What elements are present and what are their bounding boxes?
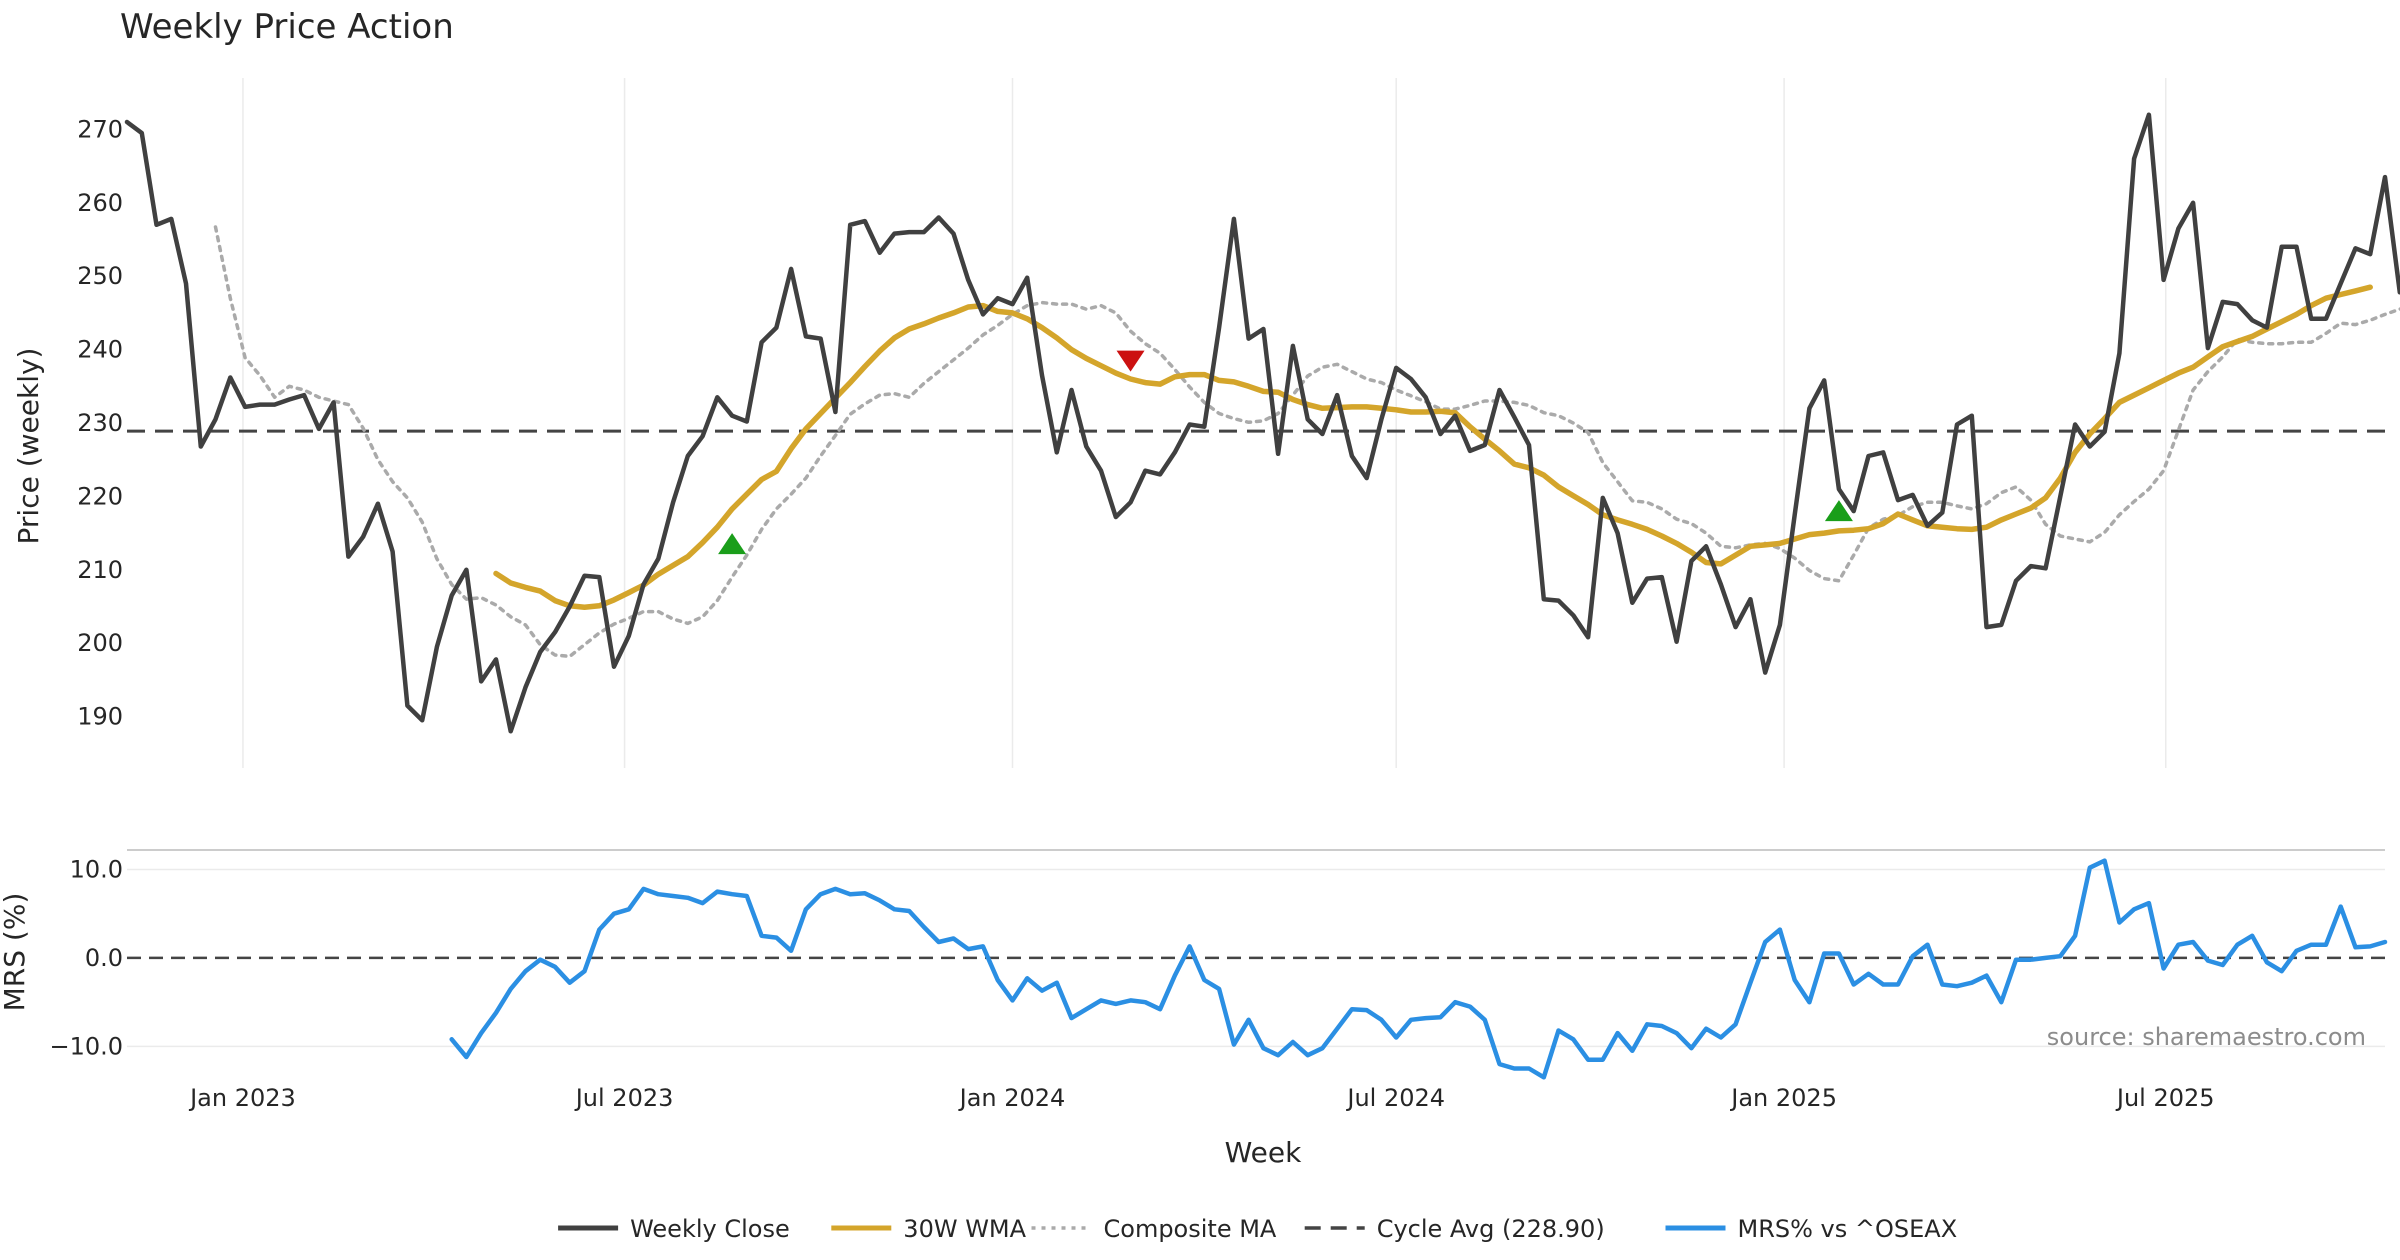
mrs-ytick-label-0: −10.0: [49, 1032, 123, 1060]
legend-label-0: Weekly Close: [630, 1215, 790, 1243]
price-ytick-label-7: 260: [77, 189, 123, 217]
legend-label-2: Composite MA: [1104, 1215, 1277, 1243]
sell-signal-marker-1: [1116, 350, 1145, 372]
mrs-axis-title: MRS (%): [0, 893, 31, 1012]
price-ytick-label-1: 200: [77, 629, 123, 657]
composite-ma-line: [213, 225, 2400, 659]
price-ytick-label-3: 220: [77, 482, 123, 510]
x-tick-label-1: Jul 2023: [574, 1084, 674, 1112]
price-ytick-label-2: 210: [77, 556, 123, 584]
price-ytick-label-5: 240: [77, 336, 123, 364]
price-ytick-label-6: 250: [77, 262, 123, 290]
mrs-panel: −10.0 0.0 10.0 Jan 2023 Jul 2023 Jan 2024 Jul …: [49, 849, 2388, 1112]
price-axis-title: Price (weekly): [12, 348, 45, 545]
chart-title: Weekly Price Action: [120, 7, 454, 47]
weekly-close-line: [124, 112, 2400, 734]
x-tick-label-0: Jan 2023: [188, 1084, 296, 1112]
legend: Weekly Close 30W WMA Composite MA Cycle Avg…: [558, 1215, 1957, 1243]
legend-label-1: 30W WMA: [903, 1215, 1026, 1243]
x-tick-label-3: Jul 2024: [1345, 1084, 1445, 1112]
legend-label-4: MRS% vs ^OSEAX: [1738, 1215, 1958, 1243]
x-tick-label-5: Jul 2025: [2115, 1084, 2215, 1112]
mrs-line: [449, 858, 2388, 1080]
price-ytick-label-0: 190: [77, 703, 123, 731]
price-panel: 190 200 210 220 230 240 250 260 270: [77, 78, 2400, 768]
price-ytick-label-8: 270: [77, 115, 123, 143]
x-tick-label-2: Jan 2024: [958, 1084, 1066, 1112]
x-tick-label-4: Jan 2025: [1729, 1084, 1837, 1112]
legend-label-3: Cycle Avg (228.90): [1377, 1215, 1605, 1243]
buy-signal-marker-0: [718, 533, 747, 555]
buy-signal-marker-2: [1824, 500, 1853, 522]
price-ytick-label-4: 230: [77, 409, 123, 437]
mrs-ytick-label-1: 0.0: [85, 944, 123, 972]
mrs-ytick-label-2: 10.0: [70, 855, 123, 883]
x-axis-title: Week: [1225, 1136, 1302, 1169]
